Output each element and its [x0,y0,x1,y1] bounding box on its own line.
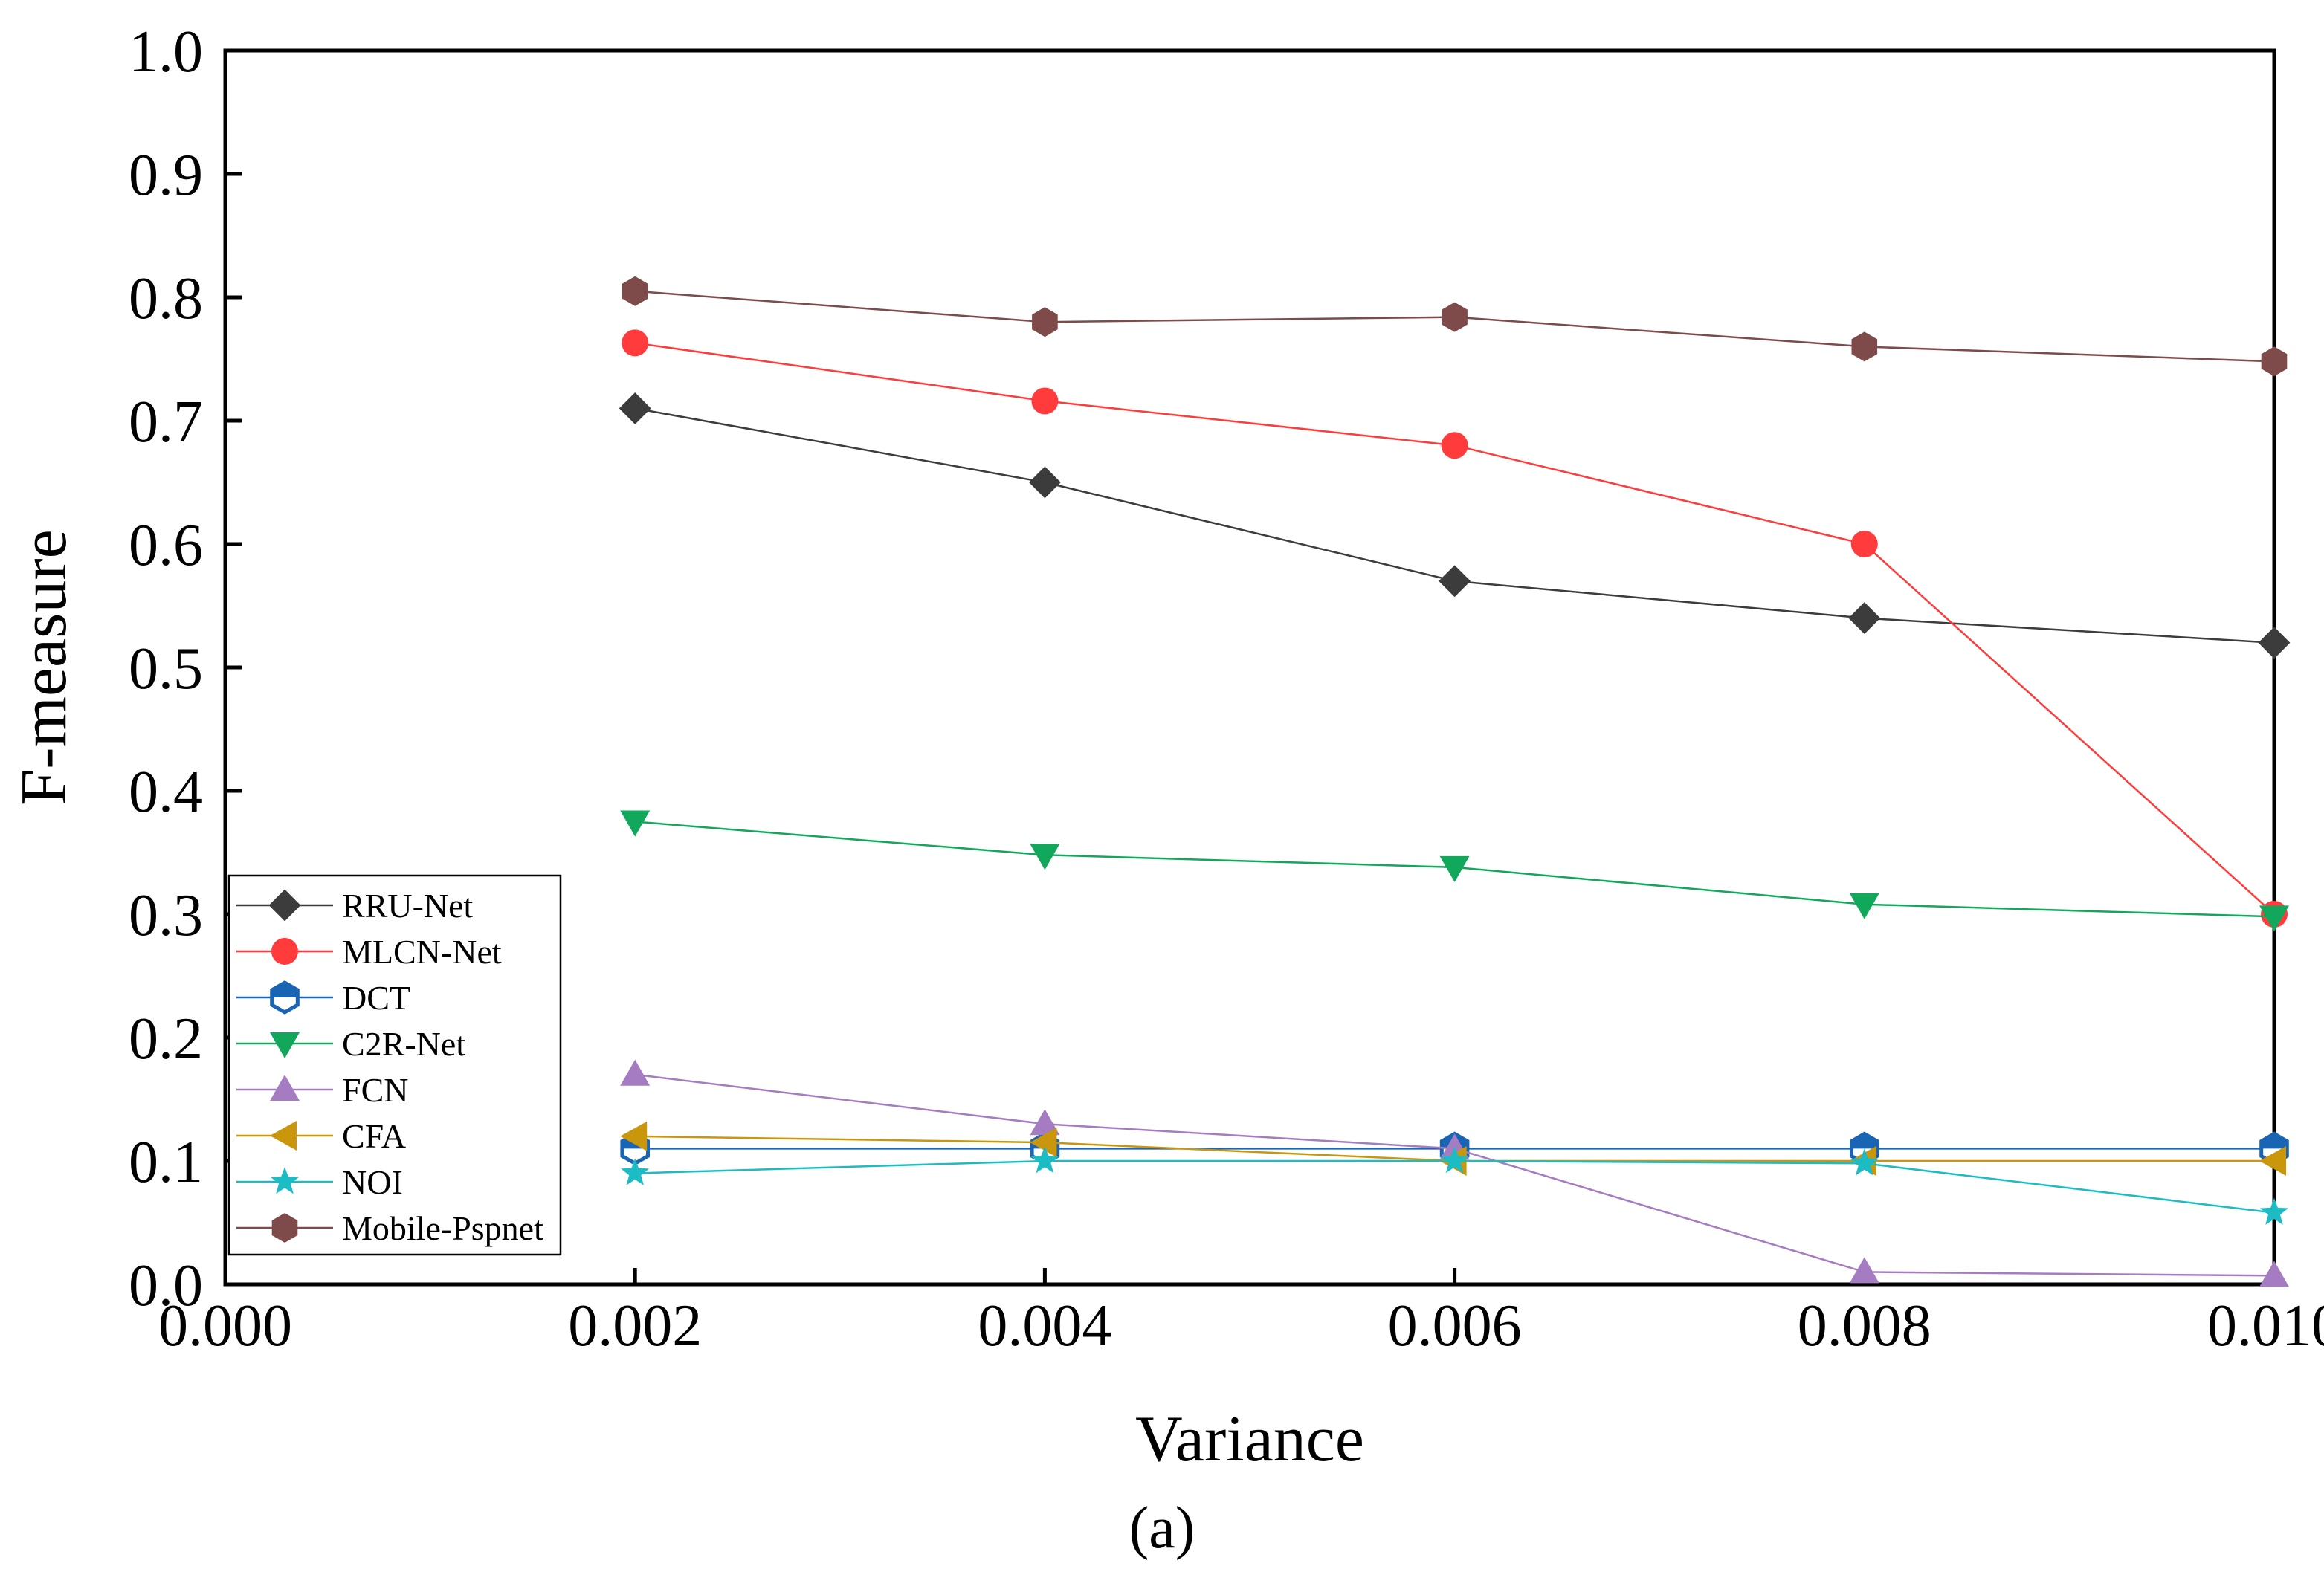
legend-marker [270,1121,297,1151]
point-noi [1850,1148,1879,1176]
series-mobile-pspnet [622,276,2288,377]
y-tick-label: 0.4 [129,760,203,825]
legend-item-c2r-net: C2R-Net [236,1025,465,1063]
legend-item-mobile-pspnet: Mobile-Pspnet [236,1209,543,1247]
legend-label: Mobile-Pspnet [342,1209,543,1247]
legend: RRU-Net MLCN-Net DCT C2R-Net FCN CFA NOI Mobile… [227,874,562,1256]
y-tick-label: 0.7 [129,389,203,455]
x-tick-label: 0.010 [2207,1293,2324,1359]
point-noi [2260,1197,2288,1225]
x-tick-label: 0.006 [1388,1293,1522,1359]
point-rru-net [1848,602,1881,635]
legend-marker [270,1075,300,1101]
point-c2r-net [2259,905,2289,932]
series-c2r-net [620,810,2289,932]
x-tick-label: 0.008 [1798,1293,1931,1359]
legend-label: C2R-Net [342,1025,465,1063]
legend-marker [271,938,298,965]
point-rru-net [1028,466,1061,499]
legend-item-dct: DCT [236,979,410,1017]
x-tick-label: 0.004 [978,1293,1111,1359]
point-cfa [2259,1146,2286,1176]
point-c2r-net [1030,844,1060,870]
point-rru-net [1439,565,1471,598]
point-mlcn-net [1031,387,1059,415]
legend-item-mlcn-net: MLCN-Net [236,933,502,971]
point-mlcn-net [622,329,649,357]
legend-label: RRU-Net [342,887,474,925]
y-tick-label: 1.0 [129,19,203,85]
point-mobile-pspnet [1442,302,1468,332]
y-axis-title: F-measure [8,529,80,805]
plot-area [223,48,2276,1287]
point-mobile-pspnet [1032,307,1058,337]
point-fcn [620,1059,651,1086]
x-tick-label: 0.000 [158,1293,292,1359]
legend-label: FCN [342,1071,408,1109]
y-tick-label: 0.6 [129,513,203,578]
point-rru-net [619,392,651,424]
panel-label: (a) [1129,1495,1195,1561]
point-noi [621,1158,650,1185]
point-noi [1440,1146,1469,1174]
legend-marker [270,1032,300,1058]
legend-item-rru-net: RRU-Net [236,887,474,925]
legend-label: CFA [342,1117,406,1155]
legend-marker [271,1213,298,1243]
point-noi [1030,1146,1059,1174]
series-layer [619,276,2291,1287]
y-tick-label: 0.8 [129,266,203,331]
point-mlcn-net [1850,531,1878,557]
point-fcn [1030,1109,1060,1136]
y-tick-label: 0.9 [129,143,203,208]
series-noi [621,1146,2288,1225]
y-tick-label: 0.5 [129,636,203,702]
legend-item-fcn: FCN [236,1071,408,1109]
legend-label: NOI [342,1163,403,1201]
point-mobile-pspnet [1851,331,1878,362]
point-cfa [620,1121,648,1151]
legend-marker [270,980,300,1015]
point-fcn [2259,1261,2289,1287]
y-tick-label: 0.3 [129,883,203,948]
series-rru-net [619,392,2291,659]
legend-item-noi: NOI [236,1163,403,1201]
y-tick-label: 0.0 [129,1253,203,1319]
point-c2r-net [1849,893,1879,919]
y-tick-label: 0.1 [129,1130,203,1195]
legend-item-cfa: CFA [236,1117,406,1155]
point-fcn [1849,1257,1879,1284]
point-c2r-net [620,810,651,837]
legend-label: MLCN-Net [342,933,502,971]
x-tick-label: 0.002 [568,1293,702,1359]
point-c2r-net [1439,855,1470,882]
axis-ticks: 0.000 0.002 0.004 0.006 0.008 0.010 0.0 0.1 0.2 0… [129,19,2324,1359]
legend-marker [271,1167,299,1194]
point-cfa [1030,1128,1057,1158]
x-axis-title: Variance [1135,1403,1364,1475]
legend-marker [268,889,301,922]
point-mobile-pspnet [2261,346,2288,377]
point-mobile-pspnet [622,276,648,306]
legend-label: DCT [342,979,410,1017]
y-tick-label: 0.2 [129,1006,203,1072]
point-mlcn-net [1441,432,1468,459]
point-rru-net [2258,627,2291,659]
